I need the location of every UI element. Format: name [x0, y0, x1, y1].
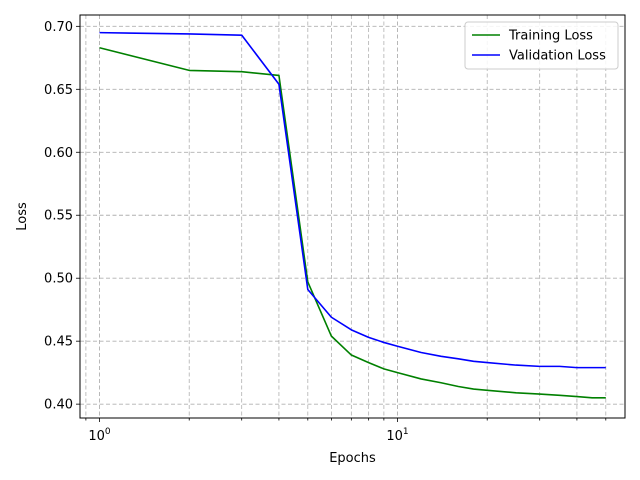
y-tick-label: 0.70: [44, 20, 73, 35]
series-line-training-loss: [99, 46, 606, 399]
x-axis-label: Epochs: [329, 451, 376, 466]
series-lines: [99, 31, 606, 399]
y-tick-label: 0.45: [44, 335, 73, 350]
axis-ticks: 100 101 0.40 0.45 0.50 0.55 0.60 0.65 0.70: [44, 20, 607, 444]
y-tick-label: 0.40: [44, 398, 73, 413]
y-tick-label: 0.55: [44, 209, 73, 224]
x-tick-label: 101: [386, 427, 408, 444]
x-tick-label: 100: [88, 427, 111, 444]
y-tick-label: 0.50: [44, 272, 73, 287]
legend-label-training-loss: Training Loss: [508, 29, 593, 44]
grid-lines: [80, 15, 625, 418]
series-line-validation-loss: [99, 31, 606, 369]
legend-label-validation-loss: Validation Loss: [509, 49, 606, 64]
legend: Training Loss Validation Loss: [464, 21, 619, 70]
plot-frame: [79, 14, 626, 419]
legend-box: [464, 21, 619, 70]
y-tick-label: 0.60: [44, 146, 73, 161]
y-tick-label: 0.65: [44, 83, 73, 98]
y-axis-label: Loss: [15, 202, 30, 231]
